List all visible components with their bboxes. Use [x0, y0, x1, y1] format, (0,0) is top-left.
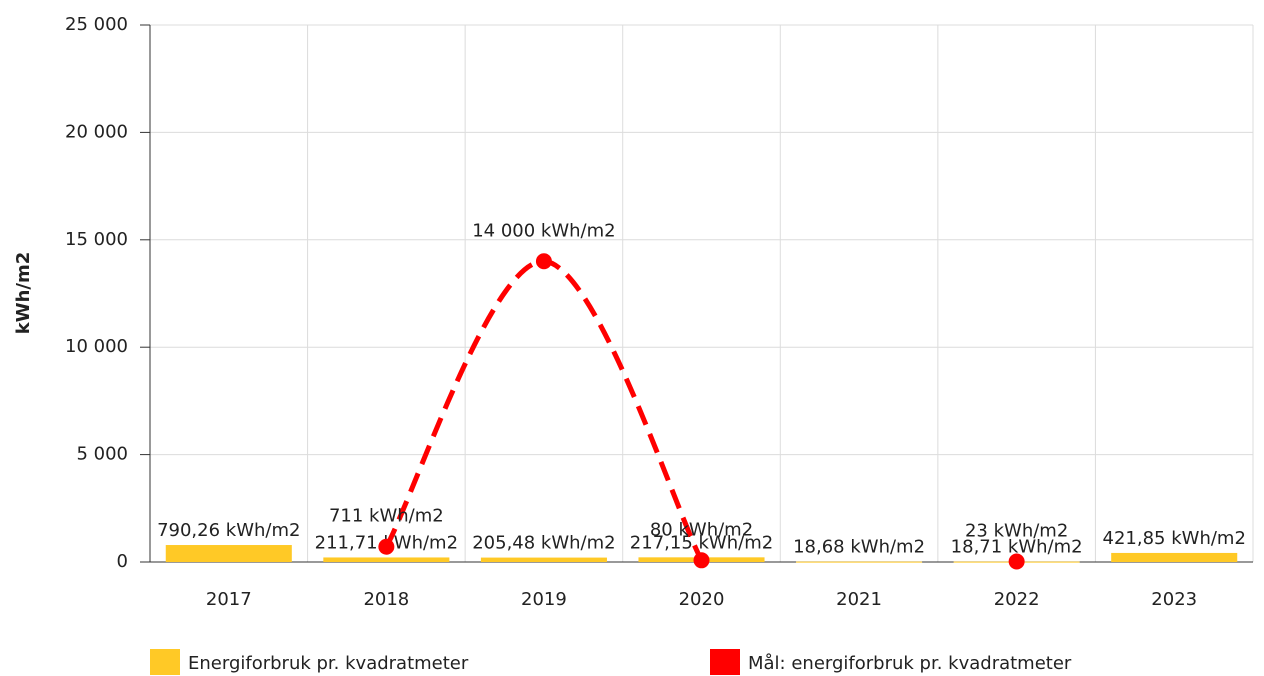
x-tick-label: 2021 — [836, 589, 882, 610]
y-tick-label: 15 000 — [65, 229, 128, 250]
bar-value-label: 790,26 kWh/m2 — [157, 520, 300, 541]
y-tick-label: 5 000 — [76, 444, 128, 465]
legend-swatch — [710, 649, 740, 675]
y-tick-label: 10 000 — [65, 336, 128, 357]
x-tick-label: 2020 — [679, 589, 725, 610]
bar — [796, 561, 923, 563]
target-marker — [693, 552, 710, 569]
bar — [1111, 552, 1238, 562]
bar-value-label: 18,68 kWh/m2 — [793, 537, 925, 558]
y-axis-label: kWh/m2 — [13, 252, 34, 335]
legend-swatch — [150, 649, 180, 675]
line-value-label: 23 kWh/m2 — [965, 521, 1068, 542]
bar — [480, 557, 607, 562]
line-value-label: 80 kWh/m2 — [650, 519, 753, 540]
bar-value-label: 421,85 kWh/m2 — [1103, 528, 1246, 549]
y-tick-label: 0 — [117, 551, 128, 572]
x-tick-label: 2022 — [994, 589, 1040, 610]
x-tick-label: 2023 — [1151, 589, 1197, 610]
line-value-label: 14 000 kWh/m2 — [472, 220, 615, 241]
bar — [165, 545, 292, 562]
y-tick-label: 25 000 — [65, 14, 128, 35]
target-marker — [535, 253, 552, 270]
bar-value-label: 205,48 kWh/m2 — [472, 533, 615, 554]
x-tick-label: 2019 — [521, 589, 567, 610]
bar — [323, 557, 450, 562]
line-value-label: 711 kWh/m2 — [329, 506, 444, 527]
bar-value-label: 217,15 kWh/m2 — [630, 532, 773, 553]
x-tick-label: 2017 — [206, 589, 252, 610]
legend-label: Energiforbruk pr. kvadratmeter — [188, 653, 469, 674]
x-tick-label: 2018 — [363, 589, 409, 610]
target-marker — [378, 538, 395, 555]
bar-value-label: 18,71 kWh/m2 — [951, 537, 1083, 558]
target-marker — [1008, 553, 1025, 570]
legend-label: Mål: energiforbruk pr. kvadratmeter — [748, 653, 1072, 674]
y-tick-label: 20 000 — [65, 121, 128, 142]
